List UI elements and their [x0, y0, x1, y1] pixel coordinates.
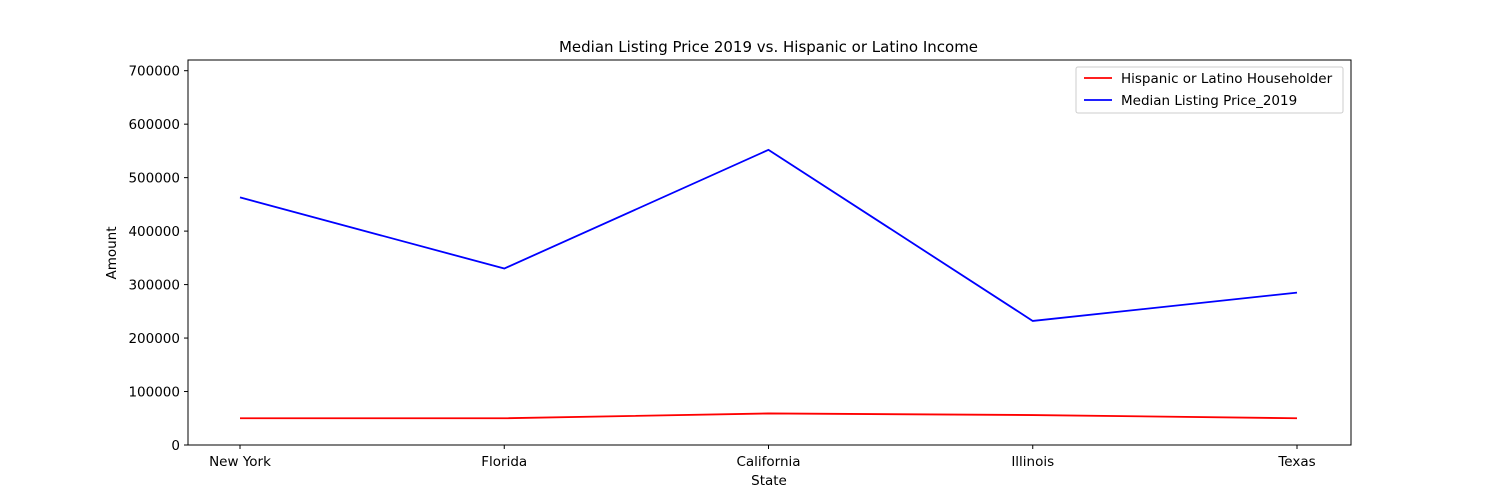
- x-tick-label: Texas: [1277, 454, 1315, 470]
- series-line-1: [239, 148, 1298, 322]
- legend: Hispanic or Latino Householder Median Lis…: [1075, 66, 1344, 114]
- y-tick-label: 700000: [128, 64, 180, 80]
- x-tick-label: Illinois: [1011, 454, 1054, 470]
- x-axis: New York Florida California Illinois Texas: [209, 445, 1316, 470]
- y-tick-label: 500000: [128, 171, 180, 187]
- x-tick-label: California: [736, 454, 800, 470]
- y-tick-label: 200000: [128, 331, 180, 347]
- x-axis-label: State: [751, 473, 787, 489]
- plot-frame: [187, 59, 1352, 446]
- legend-label: Median Listing Price_2019: [1121, 93, 1297, 109]
- y-tick-label: 400000: [128, 224, 180, 240]
- x-tick-label: Florida: [481, 454, 527, 470]
- y-tick-label: 300000: [128, 278, 180, 294]
- series-line-0: [240, 412, 1298, 420]
- series-layer: [239, 148, 1298, 420]
- y-tick-label: 100000: [128, 385, 180, 401]
- legend-label: Hispanic or Latino Householder: [1121, 71, 1333, 87]
- y-axis-label: Amount: [104, 226, 120, 279]
- y-tick-label: 0: [171, 438, 180, 454]
- x-tick-label: New York: [209, 454, 271, 470]
- plot-area: [187, 59, 1352, 446]
- y-tick-label: 600000: [128, 117, 180, 133]
- y-axis: 0 100000 200000 300000 400000 500000 600000 700…: [128, 64, 188, 454]
- legend-box: [1075, 66, 1344, 114]
- chart-title: Median Listing Price 2019 vs. Hispanic o…: [559, 38, 978, 56]
